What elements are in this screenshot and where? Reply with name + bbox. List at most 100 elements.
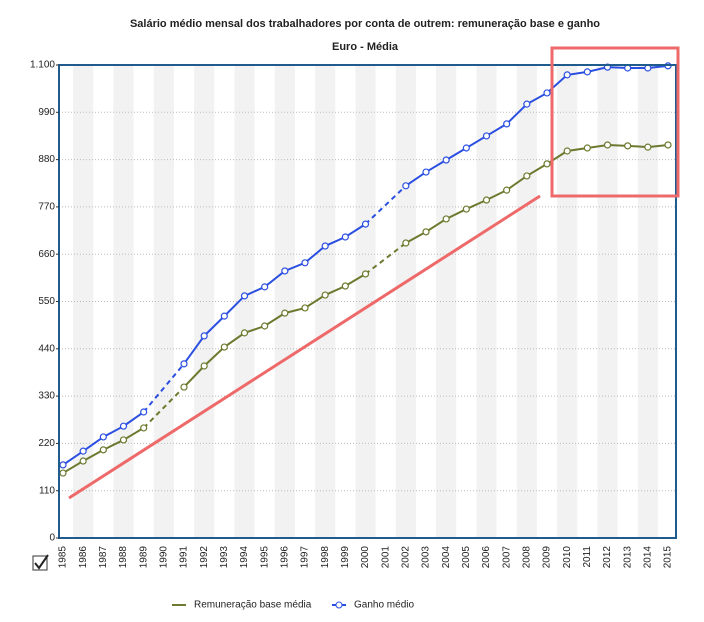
point [624, 142, 632, 150]
x-tick-label: 2000 [360, 546, 371, 569]
y-tick-label: 220 [38, 438, 55, 449]
x-tick-label: 1999 [340, 546, 351, 569]
y-tick-label: 110 [39, 485, 55, 496]
x-tick-label: 2008 [521, 546, 532, 569]
x-tick-label: 1998 [320, 546, 331, 569]
point [281, 309, 289, 317]
point [321, 291, 329, 299]
x-tick-label: 1995 [259, 546, 270, 569]
point [180, 383, 188, 391]
legend-marker [335, 601, 343, 609]
legend: Remuneração base média Ganho médio [172, 600, 414, 611]
point [402, 239, 410, 247]
point [59, 469, 67, 477]
point [180, 360, 188, 368]
y-tick-label: 1.100 [30, 60, 55, 71]
x-tick-label: 2014 [642, 546, 653, 569]
stripe [476, 65, 497, 538]
point [543, 160, 551, 168]
point [321, 242, 329, 250]
point [220, 343, 228, 351]
point [664, 141, 672, 149]
point [341, 282, 349, 290]
x-tick-label: 2003 [421, 546, 432, 569]
point [99, 446, 107, 454]
x-tick-label: 2010 [562, 546, 573, 569]
x-tick-label: 1994 [239, 546, 250, 569]
stripe [194, 65, 215, 538]
point [200, 332, 208, 340]
legend-label: Remuneração base média [194, 600, 312, 611]
checkbox-icon[interactable] [32, 554, 49, 571]
y-tick-label: 880 [38, 154, 55, 165]
point [361, 270, 370, 278]
point [563, 147, 571, 155]
point [503, 186, 511, 194]
point [119, 422, 128, 430]
stripe [516, 65, 537, 538]
point [341, 233, 349, 241]
point [79, 447, 87, 455]
x-tick-label: 2011 [582, 546, 593, 568]
x-tick-label: 2007 [501, 546, 512, 569]
point [583, 68, 591, 76]
lines [59, 62, 672, 477]
point [442, 215, 450, 223]
x-tick-label: 1987 [98, 546, 109, 569]
stripe [557, 65, 578, 538]
stripe [234, 65, 255, 538]
point [402, 182, 410, 190]
x-tick-label: 1996 [279, 546, 290, 569]
point [99, 433, 107, 441]
point [644, 143, 652, 151]
point [543, 89, 551, 97]
point [422, 228, 430, 236]
point [583, 144, 591, 152]
gap-bridge [142, 363, 185, 413]
point [261, 322, 269, 330]
stripes [73, 65, 658, 538]
point [462, 144, 470, 152]
point [79, 457, 87, 465]
y-tick-label: 770 [38, 202, 55, 213]
x-tick-label: 2002 [400, 546, 411, 569]
x-tick-label: 2001 [380, 546, 391, 569]
gap-bridge [142, 386, 185, 429]
point [482, 132, 491, 140]
x-tick-label: 2006 [481, 546, 492, 569]
point [563, 71, 571, 79]
x-tick-label: 1991 [179, 546, 190, 569]
point [462, 205, 470, 213]
point [59, 461, 67, 469]
point [603, 141, 612, 149]
y-tick-label: 330 [38, 391, 55, 402]
gap-bridge [364, 185, 407, 225]
x-tick-label: 2013 [622, 546, 633, 569]
point [119, 436, 128, 444]
y-tick-label: 990 [38, 107, 55, 118]
x-tick-label: 1985 [58, 546, 69, 569]
chart-subtitle: Euro - Média [332, 41, 399, 53]
point [523, 100, 531, 108]
stripe [113, 65, 134, 538]
x-tick-label: 2015 [663, 546, 674, 569]
point [240, 292, 249, 300]
x-tick-label: 2009 [542, 546, 553, 569]
point [301, 304, 309, 312]
point [140, 424, 148, 432]
x-tick-label: 1997 [300, 546, 311, 569]
x-tick-label: 1993 [219, 546, 230, 569]
x-tick-label: 2012 [602, 546, 613, 569]
x-tick-label: 2004 [441, 546, 452, 569]
stripe [153, 65, 174, 538]
point [361, 220, 370, 228]
x-tick-label: 1988 [118, 546, 129, 569]
point [422, 168, 430, 176]
x-tick-label: 1989 [138, 546, 149, 569]
point [523, 172, 531, 180]
x-tick-label: 1990 [158, 546, 169, 569]
legend-label: Ganho médio [354, 600, 414, 611]
annotation-box [550, 46, 680, 198]
point [482, 196, 491, 204]
